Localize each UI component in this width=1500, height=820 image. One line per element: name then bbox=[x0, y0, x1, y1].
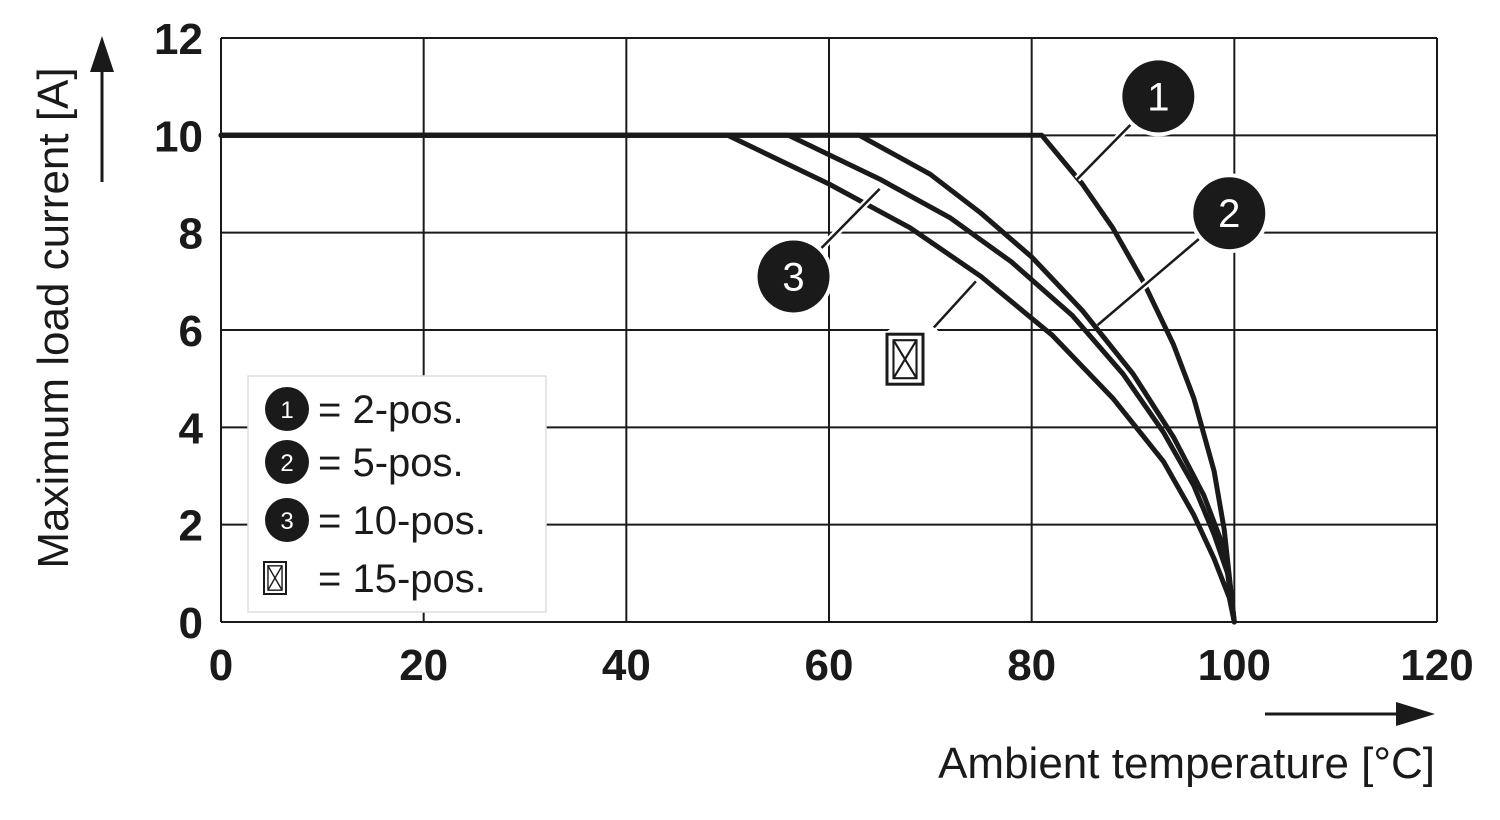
callout-leader bbox=[817, 187, 881, 252]
y-axis-arrow-head bbox=[90, 36, 114, 72]
y-tick-label: 12 bbox=[154, 15, 203, 64]
x-tick-label: 100 bbox=[1198, 641, 1271, 690]
axis-titles: Maximum load current [A] Ambient tempera… bbox=[29, 36, 1435, 788]
series-line-1 bbox=[218, 132, 1237, 625]
callout-label: 1 bbox=[1147, 75, 1169, 119]
legend-marker-label: 2 bbox=[280, 450, 293, 477]
legend-marker-label: 1 bbox=[280, 397, 293, 424]
legend-marker-label: 3 bbox=[280, 508, 293, 535]
y-axis-label: Maximum load current [A] bbox=[29, 67, 78, 568]
legend: 1 = 2-pos. 2 = 5-pos. 3 = 10-pos. = 15-pos. bbox=[247, 375, 547, 613]
callout-label: 3 bbox=[782, 255, 804, 299]
legend-label: = 2-pos. bbox=[318, 388, 464, 432]
callout-marker-1 bbox=[1122, 60, 1195, 133]
x-tick-label: 60 bbox=[805, 641, 854, 690]
callout-leader bbox=[1076, 121, 1135, 181]
callout-marker-2 bbox=[1193, 177, 1266, 250]
x-axis-arrow-head bbox=[1396, 702, 1435, 726]
x-tick-label: 40 bbox=[602, 641, 651, 690]
x-axis-label: Ambient temperature [°C] bbox=[938, 739, 1435, 788]
x-tick-label: 0 bbox=[209, 641, 233, 690]
callout-label: 2 bbox=[1218, 192, 1240, 236]
curves bbox=[218, 132, 1237, 625]
y-tick-label: 4 bbox=[179, 404, 204, 453]
x-tick-label: 120 bbox=[1400, 641, 1473, 690]
y-tick-label: 2 bbox=[179, 502, 203, 551]
legend-label: = 10-pos. bbox=[318, 499, 486, 543]
callout-leader bbox=[928, 280, 977, 334]
y-tick-label: 0 bbox=[179, 599, 203, 648]
callout-leader bbox=[1096, 235, 1203, 327]
x-tick-label: 80 bbox=[1007, 641, 1056, 690]
callouts: 1 2 3 bbox=[753, 56, 1270, 398]
y-tick-label: 6 bbox=[179, 307, 203, 356]
legend-label: = 5-pos. bbox=[318, 441, 464, 485]
legend-label: = 15-pos. bbox=[318, 557, 486, 601]
y-tick-label: 8 bbox=[179, 210, 203, 259]
legend-marker-3 bbox=[265, 498, 309, 542]
legend-marker-1 bbox=[265, 387, 309, 431]
y-tick-label: 10 bbox=[154, 112, 203, 161]
callout-marker-3 bbox=[757, 240, 830, 313]
series-line-3 bbox=[218, 132, 1237, 625]
series-line-2 bbox=[218, 132, 1237, 625]
legend-marker-2 bbox=[265, 440, 309, 484]
x-tick-label: 20 bbox=[399, 641, 448, 690]
callout-marker-box bbox=[885, 332, 925, 386]
legend-marker-box bbox=[263, 561, 287, 595]
series-line-4 bbox=[218, 132, 1237, 625]
